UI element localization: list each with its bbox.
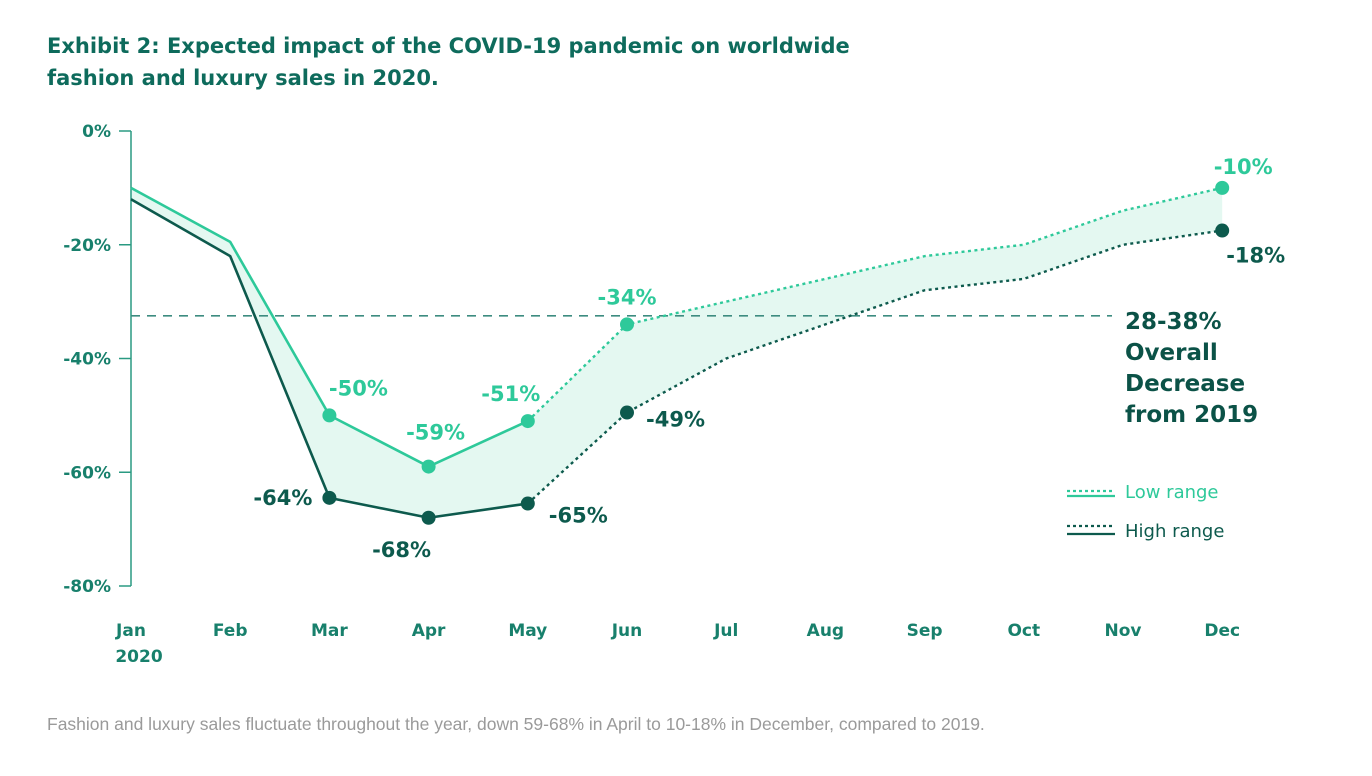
low-range-data-label: -34% xyxy=(598,285,657,309)
y-tick-label: -40% xyxy=(63,350,111,370)
annotation-line: from 2019 xyxy=(1125,402,1258,428)
high-range-line-dashed xyxy=(526,229,1223,505)
chart-title: Exhibit 2: Expected impact of the COVID-… xyxy=(47,30,947,94)
y-tick-label: -20% xyxy=(63,236,111,256)
x-tick-label: Apr xyxy=(412,621,446,641)
line-chart: 0% -20% -40% -60% -80% Jan Feb Mar Apr May Jun Jul A… xyxy=(63,122,1285,667)
high-range-data-label: -49% xyxy=(646,408,705,432)
y-tick-label: -80% xyxy=(63,577,111,597)
chart-title-line-1: Exhibit 2: Expected impact of the COVID-… xyxy=(47,34,850,58)
x-tick-label: Nov xyxy=(1105,621,1142,641)
high-range-data-label: -65% xyxy=(549,504,608,528)
low-range-marker xyxy=(421,459,436,474)
chart-caption: Fashion and luxury sales fluctuate throu… xyxy=(47,714,985,734)
high-range-marker xyxy=(1215,223,1230,238)
low-range-marker xyxy=(1215,180,1230,195)
high-range-marker xyxy=(421,510,436,525)
annotation-line: Decrease xyxy=(1125,371,1245,397)
low-range-data-label: -51% xyxy=(481,382,540,406)
y-tick-label: 0% xyxy=(82,122,111,142)
x-tick-label: Jan xyxy=(115,621,146,641)
x-tick-label: Sep xyxy=(907,621,943,641)
low-range-marker xyxy=(520,414,535,429)
x-tick-label: Aug xyxy=(807,621,844,641)
chart-title-line-2: fashion and luxury sales in 2020. xyxy=(47,66,439,90)
annotation-line: 28-38% xyxy=(1125,309,1222,335)
annotation-line: Overall xyxy=(1125,340,1218,366)
low-range-marker xyxy=(322,408,337,423)
high-range-data-label: -64% xyxy=(253,486,312,510)
x-tick-label: Dec xyxy=(1204,621,1240,641)
high-range-marker xyxy=(620,405,634,420)
x-tick-label: Oct xyxy=(1007,621,1040,641)
low-range-data-label: -10% xyxy=(1214,155,1273,179)
low-range-data-label: -50% xyxy=(329,376,388,400)
x-tick-label: Mar xyxy=(311,621,348,641)
range-band-jan xyxy=(131,187,231,257)
x-year-label: 2020 xyxy=(115,647,162,667)
high-range-data-label: -68% xyxy=(372,538,431,562)
y-tick-label: -60% xyxy=(63,463,111,483)
x-tick-label: Jun xyxy=(611,621,643,641)
low-range-line-dashed xyxy=(526,186,1223,422)
legend-low-label: Low range xyxy=(1125,482,1219,503)
low-range-data-label: -59% xyxy=(406,421,465,445)
high-range-marker xyxy=(322,490,337,505)
low-range-marker xyxy=(620,317,634,332)
x-tick-label: May xyxy=(508,621,547,641)
high-range-marker xyxy=(520,496,535,511)
legend-high-label: High range xyxy=(1125,521,1224,542)
x-tick-label: Jul xyxy=(713,621,738,641)
high-range-data-label: -18% xyxy=(1226,244,1285,268)
x-tick-label: Feb xyxy=(213,621,248,641)
range-band xyxy=(230,187,1223,518)
